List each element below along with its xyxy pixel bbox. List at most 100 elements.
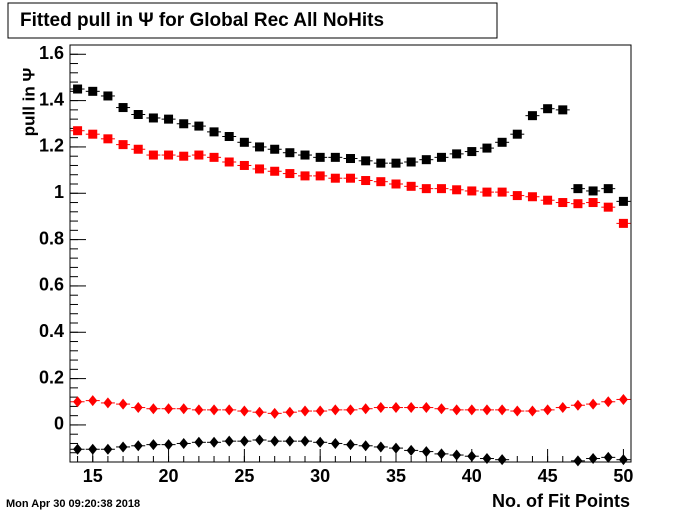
marker	[573, 455, 583, 467]
marker	[270, 407, 280, 419]
marker	[300, 405, 310, 417]
marker	[224, 435, 234, 447]
marker	[300, 171, 310, 181]
marker	[209, 152, 219, 162]
marker	[103, 443, 113, 455]
marker	[103, 91, 113, 101]
marker	[467, 147, 477, 157]
marker	[330, 152, 340, 162]
marker	[452, 149, 462, 159]
marker	[573, 399, 583, 411]
marker	[346, 173, 355, 183]
marker	[467, 404, 477, 416]
marker	[436, 448, 446, 460]
marker	[194, 121, 204, 131]
marker	[346, 404, 355, 416]
marker	[421, 402, 431, 414]
marker	[179, 437, 189, 449]
marker	[618, 196, 628, 206]
marker	[133, 402, 143, 414]
marker	[88, 443, 98, 455]
marker	[512, 191, 522, 201]
marker	[73, 126, 83, 136]
marker	[148, 150, 158, 160]
marker	[315, 405, 325, 417]
marker	[618, 454, 628, 466]
marker	[436, 403, 446, 415]
marker	[573, 199, 583, 209]
marker	[315, 436, 325, 448]
marker	[421, 184, 431, 194]
marker	[482, 404, 492, 416]
marker	[497, 137, 507, 147]
title-box	[7, 2, 498, 39]
marker	[164, 150, 174, 160]
marker	[209, 127, 219, 137]
marker	[148, 439, 158, 451]
marker	[482, 187, 492, 197]
marker	[346, 154, 355, 164]
marker	[603, 396, 613, 408]
marker	[239, 160, 249, 170]
marker	[209, 404, 219, 416]
marker	[164, 403, 174, 415]
marker	[391, 158, 401, 168]
chart-title: Fitted pull in Ψ for Global Rec All NoHi…	[20, 10, 384, 31]
marker	[209, 436, 219, 448]
y-tick-label: 0.8	[39, 228, 64, 248]
marker	[73, 84, 83, 94]
marker	[376, 402, 386, 414]
marker	[588, 453, 598, 465]
marker	[376, 441, 386, 453]
marker	[391, 402, 401, 414]
marker	[558, 402, 568, 414]
marker	[436, 152, 446, 162]
marker	[239, 137, 249, 147]
marker	[118, 103, 128, 113]
marker	[406, 181, 416, 191]
marker	[255, 406, 265, 418]
marker	[497, 404, 507, 416]
marker	[588, 198, 598, 208]
marker	[588, 186, 598, 196]
marker	[255, 164, 265, 174]
marker	[512, 129, 522, 139]
marker	[330, 173, 340, 183]
marker	[452, 449, 462, 461]
marker	[73, 396, 83, 408]
marker	[103, 134, 113, 144]
marker	[543, 195, 553, 205]
marker	[224, 404, 234, 416]
marker	[452, 404, 462, 416]
y-tick-label: 0.2	[39, 367, 64, 387]
marker	[270, 435, 280, 447]
y-tick-label: 1.2	[39, 136, 64, 156]
marker	[618, 218, 628, 228]
x-tick-label: 50	[613, 466, 633, 486]
y-tick-label: 1.4	[39, 89, 64, 109]
marker	[270, 144, 280, 154]
marker	[285, 406, 295, 418]
x-tick-label: 25	[234, 466, 254, 486]
marker	[133, 144, 143, 154]
marker	[436, 184, 446, 194]
marker	[300, 435, 310, 447]
marker	[224, 157, 234, 167]
marker	[330, 404, 340, 416]
marker	[421, 446, 431, 458]
marker	[73, 443, 83, 455]
marker	[467, 186, 477, 196]
marker	[603, 451, 613, 463]
marker	[148, 403, 158, 415]
x-tick-label: 40	[462, 466, 482, 486]
marker	[543, 404, 553, 416]
marker	[315, 152, 325, 162]
marker	[391, 442, 401, 454]
marker	[179, 403, 189, 415]
marker	[406, 444, 416, 456]
marker	[239, 405, 249, 417]
marker	[467, 450, 477, 462]
marker	[315, 171, 325, 181]
marker	[406, 157, 416, 167]
marker	[497, 187, 507, 197]
